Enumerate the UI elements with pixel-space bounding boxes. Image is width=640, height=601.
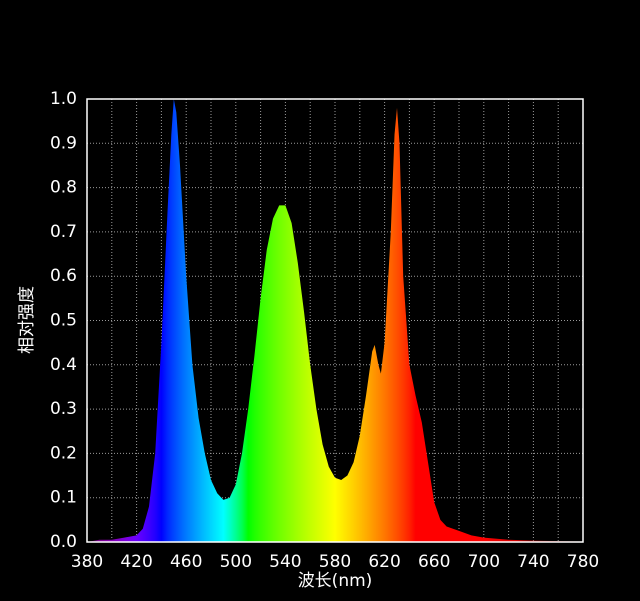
x-tick-label: 500 — [220, 552, 252, 572]
y-tick-label: 0.5 — [50, 311, 77, 331]
x-tick-label: 700 — [468, 552, 500, 572]
y-tick-label: 0.7 — [50, 222, 77, 242]
y-tick-label: 0.1 — [50, 488, 77, 508]
y-tick-label: 0.4 — [50, 355, 77, 375]
x-tick-label: 540 — [269, 552, 301, 572]
y-tick-label: 0.8 — [50, 178, 77, 198]
y-tick-label: 0.3 — [50, 399, 77, 419]
spectrum-area — [87, 99, 583, 542]
y-tick-label: 0.0 — [50, 532, 77, 552]
y-tick-label: 0.2 — [50, 443, 77, 463]
y-axis-title: 相对强度 — [17, 286, 37, 354]
x-tick-label: 660 — [418, 552, 450, 572]
x-tick-label: 380 — [71, 552, 103, 572]
x-axis-title: 波长(nm) — [298, 571, 373, 591]
x-tick-label: 740 — [517, 552, 549, 572]
x-tick-label: 460 — [170, 552, 202, 572]
x-tick-label: 780 — [567, 552, 599, 572]
y-tick-label: 0.9 — [50, 133, 77, 153]
x-tick-label: 580 — [319, 552, 351, 572]
y-tick-label: 0.6 — [50, 266, 77, 286]
y-tick-label: 1.0 — [50, 89, 77, 109]
plot-frame — [86, 98, 584, 543]
x-tick-label: 620 — [368, 552, 400, 572]
x-tick-label: 420 — [120, 552, 152, 572]
